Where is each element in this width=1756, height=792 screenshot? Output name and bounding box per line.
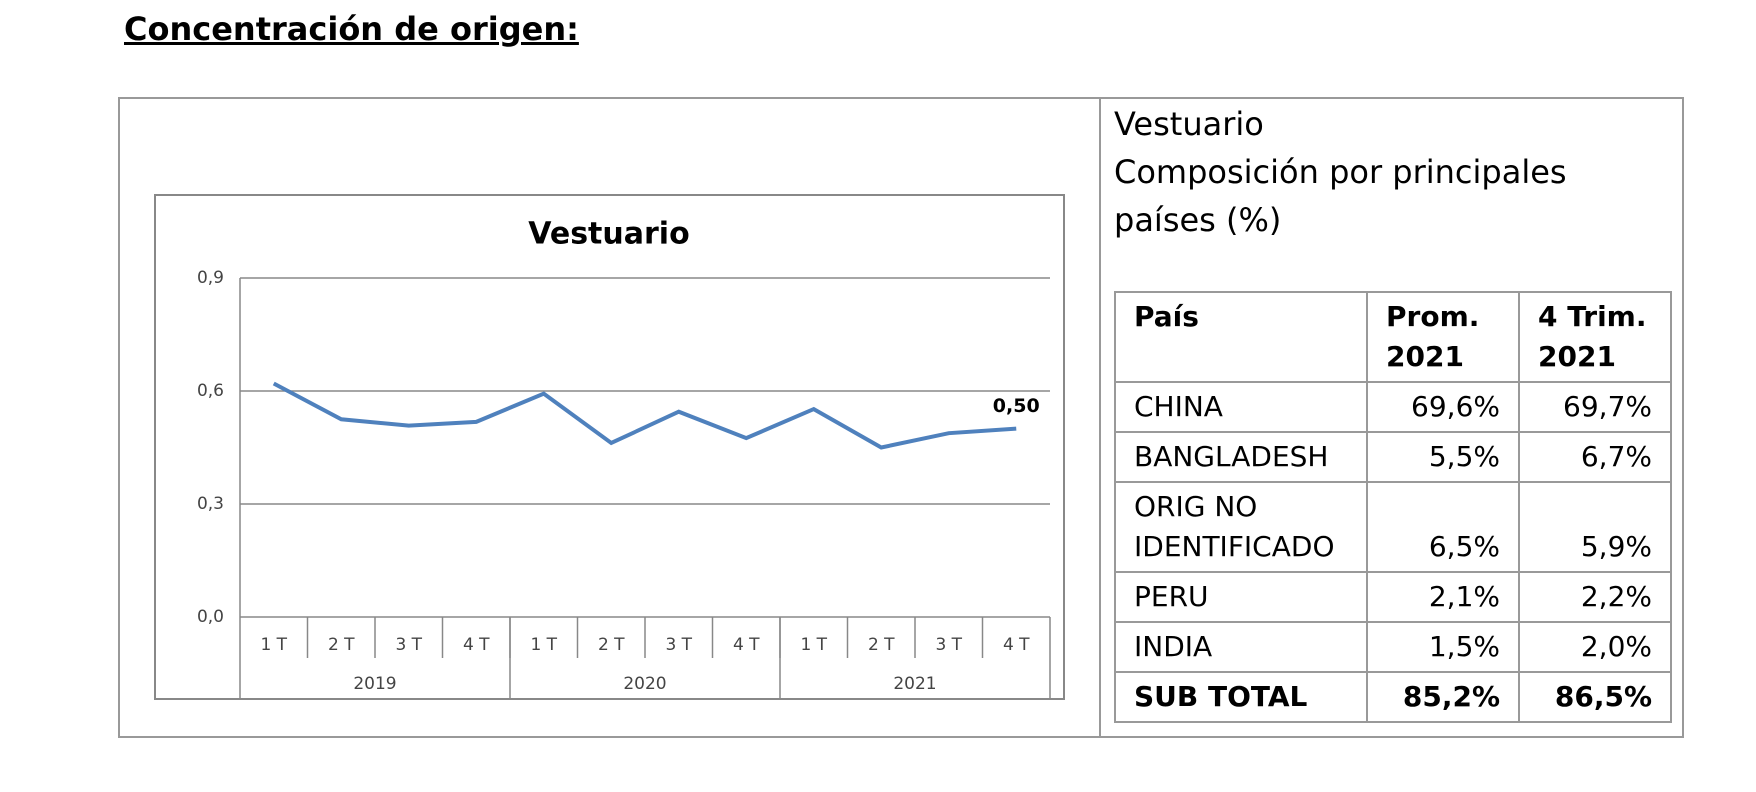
series-line <box>272 381 1017 450</box>
table-cell: CHINA <box>1114 381 1368 433</box>
table-row: PERU 2,1% 2,2% <box>1114 571 1672 623</box>
y-tick-label: 0,0 <box>197 607 224 627</box>
x-tick-label: 3 T <box>395 635 422 655</box>
x-tick-label: 4 T <box>733 635 760 655</box>
y-tick-label: 0,9 <box>197 268 224 288</box>
table-cell: ORIG NO IDENTIFICADO <box>1114 481 1368 573</box>
table-row: INDIA 1,5% 2,0% <box>1114 621 1672 673</box>
data-label: 0,50 <box>993 395 1040 417</box>
outer-box <box>118 97 1684 738</box>
table-cell: 2,0% <box>1518 621 1672 673</box>
table-cell: 2,1% <box>1366 571 1520 623</box>
header-cell: 4 Trim. 2021 <box>1518 291 1672 383</box>
x-tick-label: 4 T <box>463 635 490 655</box>
table-row: ORIG NO IDENTIFICADO 6,5% 5,9% <box>1114 481 1672 573</box>
table-cell: PERU <box>1114 571 1368 623</box>
table-cell: 69,7% <box>1518 381 1672 433</box>
header-cell: País <box>1114 291 1368 383</box>
table-cell: 2,2% <box>1518 571 1672 623</box>
table-cell: 6,7% <box>1518 431 1672 483</box>
header-row: País Prom. 2021 4 Trim. 2021 <box>1114 291 1672 383</box>
table-body: CHINA 69,6% 69,7% BANGLADESH 5,5% 6,7% ORIG NO… <box>1114 381 1672 723</box>
chart-title: Vestuario <box>528 217 689 252</box>
table-cell: BANGLADESH <box>1114 431 1368 483</box>
table-cell: 5,9% <box>1518 481 1672 573</box>
table: País Prom. 2021 4 Trim. 2021 CHINA 69,6% 69,… <box>1114 291 1672 723</box>
x-tick-label: 1 T <box>260 635 287 655</box>
table-row: CHINA 69,6% 69,7% <box>1114 381 1672 433</box>
x-tick-label: 4 T <box>1003 635 1030 655</box>
total-cell: SUB TOTAL <box>1114 671 1368 723</box>
table-cell: 5,5% <box>1366 431 1520 483</box>
total-cell: 86,5% <box>1518 671 1672 723</box>
x-group-label: 2019 <box>353 674 396 694</box>
table-title: Vestuario Composición por principales país… <box>1114 100 1567 244</box>
table-cell: 69,6% <box>1366 381 1520 433</box>
table-title-line: países (%) <box>1114 201 1282 239</box>
x-tick-label: 3 T <box>935 635 962 655</box>
table-title-line: Composición por principales <box>1114 153 1567 191</box>
x-group-label: 2021 <box>893 674 936 694</box>
x-tick-label: 1 T <box>800 635 827 655</box>
table-cell: 1,5% <box>1366 621 1520 673</box>
x-tick-label: 2 T <box>598 635 625 655</box>
table-row: BANGLADESH 5,5% 6,7% <box>1114 431 1672 483</box>
x-tick-label: 2 T <box>868 635 895 655</box>
chart-box <box>154 194 1065 700</box>
y-tick-label: 0,6 <box>197 381 224 401</box>
x-tick-label: 2 T <box>328 635 355 655</box>
table-cell: INDIA <box>1114 621 1368 673</box>
total-cell: 85,2% <box>1366 671 1520 723</box>
total-row: SUB TOTAL 85,2% 86,5% <box>1114 671 1672 723</box>
x-tick-label: 1 T <box>530 635 557 655</box>
header-cell: Prom. 2021 <box>1366 291 1520 383</box>
x-tick-label: 3 T <box>665 635 692 655</box>
table-title-line: Vestuario <box>1114 105 1264 143</box>
section-title: Concentración de origen: <box>124 10 579 48</box>
x-group-label: 2020 <box>623 674 666 694</box>
y-tick-label: 0,3 <box>197 494 224 514</box>
table-cell: 6,5% <box>1366 481 1520 573</box>
